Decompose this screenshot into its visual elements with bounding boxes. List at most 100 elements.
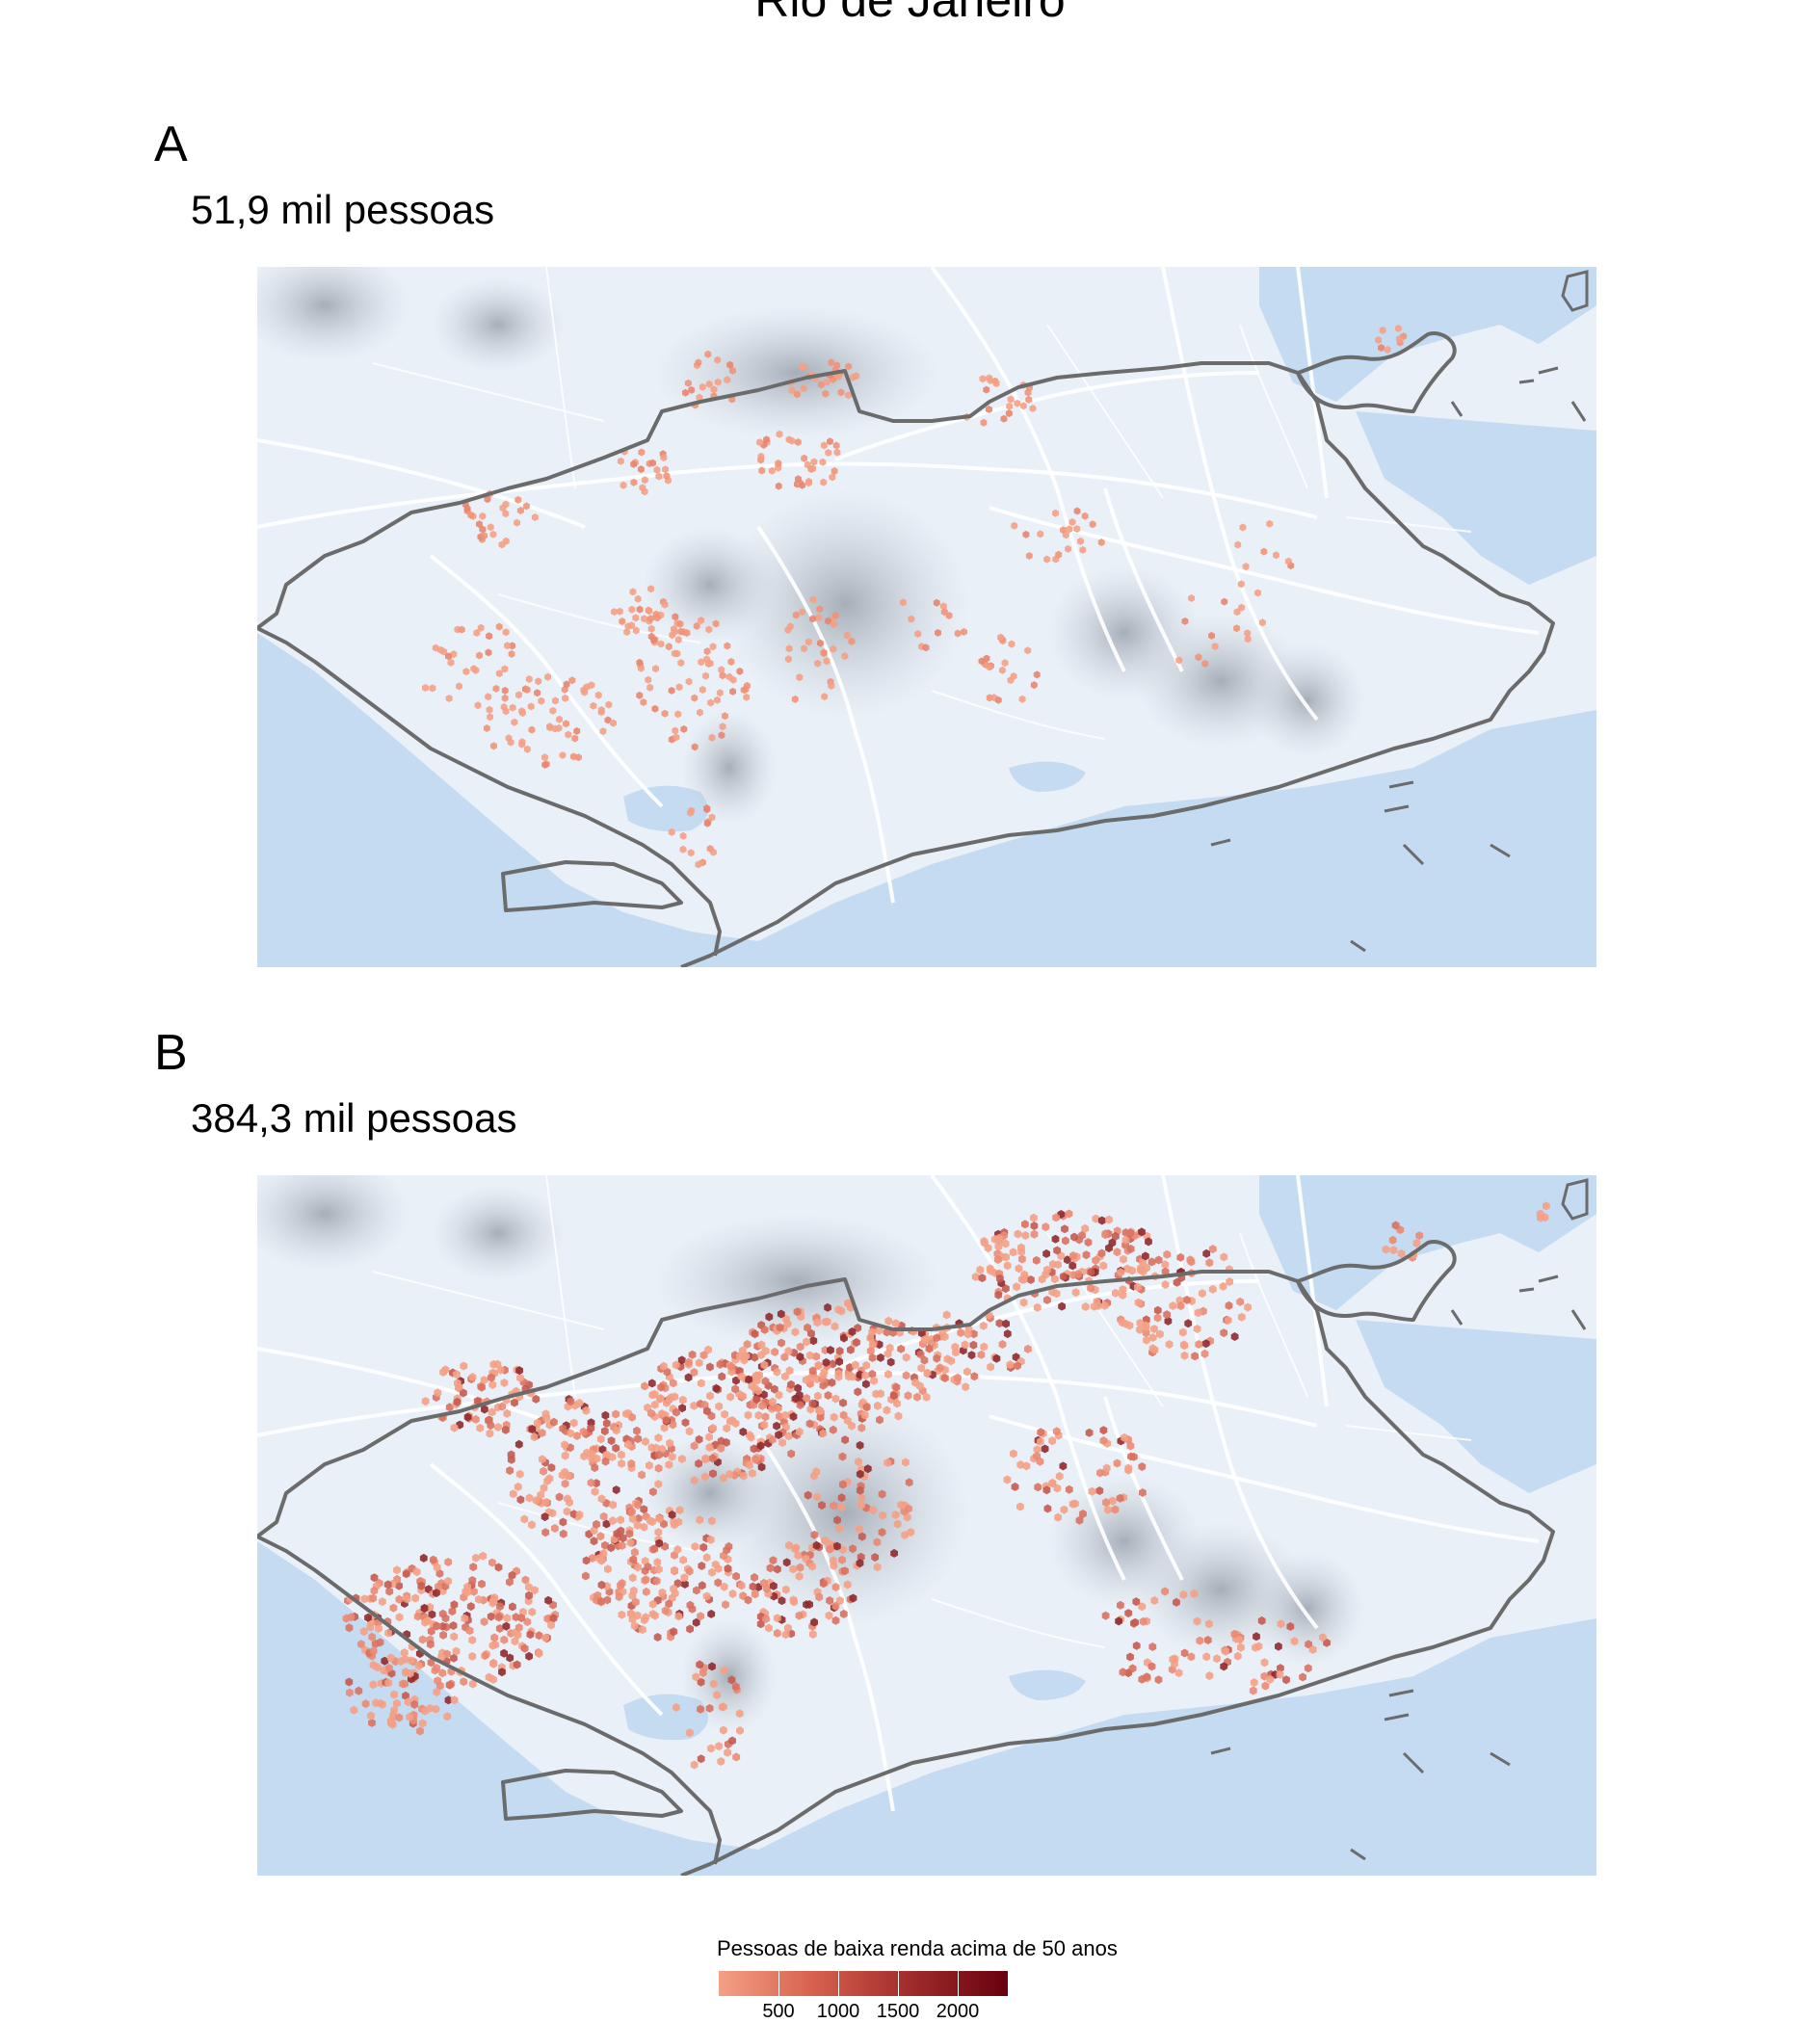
- hex-cell: [933, 598, 940, 607]
- hex-cell: [567, 1443, 574, 1453]
- hex-cell: [1048, 1287, 1057, 1297]
- hex-cell: [453, 1370, 461, 1379]
- hex-cell: [494, 1613, 503, 1622]
- hex-cell: [494, 1423, 502, 1432]
- hex-cell: [1252, 1642, 1259, 1652]
- hex-cell: [551, 1524, 559, 1533]
- hex-cell: [525, 675, 533, 683]
- hex-cell: [705, 625, 713, 634]
- hex-cell: [835, 1357, 843, 1366]
- hex-cell: [673, 1407, 680, 1417]
- hex-cell: [833, 1541, 841, 1551]
- hex-cell: [1202, 1248, 1211, 1258]
- hex-cell: [884, 1370, 892, 1379]
- hex-cell: [653, 465, 661, 474]
- hex-cell: [599, 1511, 608, 1521]
- hex-cell: [821, 1536, 829, 1545]
- hex-cell: [851, 1360, 859, 1370]
- hex-cell: [705, 1432, 713, 1442]
- hex-cell: [661, 1541, 669, 1551]
- hex-cell: [834, 1305, 843, 1315]
- hex-cell: [541, 1498, 550, 1507]
- legend-tick-500: 500: [762, 2001, 795, 2022]
- hex-cell: [1092, 1255, 1100, 1265]
- hex-cell: [1002, 1284, 1010, 1294]
- hex-cell: [685, 677, 693, 686]
- hex-cell: [495, 622, 503, 631]
- hex-cell: [525, 1590, 533, 1600]
- hex-cell: [671, 627, 678, 636]
- hex-cell: [1191, 1352, 1199, 1361]
- hex-cell: [729, 687, 736, 696]
- hex-cell: [714, 1578, 723, 1588]
- hex-cell: [466, 1602, 475, 1612]
- hex-cell: [403, 1594, 411, 1604]
- hex-cell: [433, 1688, 441, 1696]
- hex-cell: [1143, 1335, 1150, 1345]
- hex-cell: [873, 1537, 882, 1547]
- hex-cell: [1184, 1319, 1193, 1328]
- hex-cell: [712, 619, 720, 628]
- hex-cell: [913, 1392, 921, 1402]
- hex-cell: [684, 1373, 693, 1382]
- hex-cell: [996, 1274, 1004, 1283]
- hex-cell: [808, 1366, 817, 1376]
- hex-cell: [986, 663, 993, 671]
- hex-cell: [804, 1323, 811, 1332]
- hex-cell: [638, 1470, 646, 1480]
- hex-cell: [630, 478, 638, 486]
- hex-cell: [789, 1564, 798, 1574]
- hex-cell: [463, 1412, 472, 1422]
- hex-cell: [674, 636, 682, 644]
- hex-cell: [723, 1437, 730, 1447]
- hex-cell: [528, 1425, 537, 1433]
- hex-cell: [1147, 1257, 1156, 1267]
- hex-cell: [728, 1590, 737, 1598]
- hex-cell: [686, 1624, 694, 1634]
- hex-cell: [1165, 1340, 1174, 1349]
- hex-cell: [533, 1418, 541, 1428]
- hex-cell: [969, 1329, 978, 1339]
- hex-cell: [1048, 1478, 1057, 1487]
- hex-cell: [718, 731, 725, 740]
- hex-cell: [641, 476, 648, 485]
- hex-cell: [736, 1726, 744, 1735]
- hex-cell: [1018, 695, 1026, 703]
- hex-cell: [863, 1464, 872, 1474]
- hex-cell: [892, 1382, 901, 1392]
- hex-cell: [514, 518, 520, 527]
- hex-cell: [487, 713, 493, 722]
- hex-cell: [342, 1614, 351, 1623]
- hex-cell: [725, 1469, 734, 1479]
- hex-cell: [444, 1695, 453, 1705]
- hex-cell: [746, 1460, 753, 1470]
- hex-cell: [646, 683, 654, 692]
- hex-cell: [489, 530, 497, 539]
- hex-cell: [450, 650, 458, 659]
- hex-cell: [369, 1680, 378, 1690]
- hex-cell: [1069, 1251, 1077, 1260]
- hex-cell: [371, 1639, 380, 1648]
- hex-cell: [690, 1368, 699, 1377]
- hex-cell: [548, 1509, 557, 1518]
- hex-cell: [1237, 1312, 1246, 1322]
- hex-cell: [904, 1391, 912, 1401]
- hex-cell: [854, 1387, 862, 1397]
- hex-cell: [1042, 1248, 1050, 1258]
- hex-cell: [624, 622, 632, 631]
- hex-cell: [935, 628, 941, 637]
- hex-cell: [663, 1398, 671, 1407]
- hex-cell: [624, 1439, 632, 1449]
- hex-cell: [1396, 334, 1403, 343]
- hex-cell: [1258, 618, 1266, 627]
- hex-cell: [470, 665, 478, 673]
- hex-cell: [1237, 580, 1245, 589]
- panel-a-basemap: [257, 267, 1596, 967]
- hex-cell: [884, 1316, 893, 1326]
- hex-cell: [1244, 629, 1252, 638]
- panel-b-basemap: [257, 1175, 1596, 1876]
- hex-cell: [654, 1433, 663, 1443]
- hex-cell: [1277, 1664, 1284, 1673]
- hex-cell: [640, 698, 647, 706]
- hex-cell: [885, 1343, 894, 1353]
